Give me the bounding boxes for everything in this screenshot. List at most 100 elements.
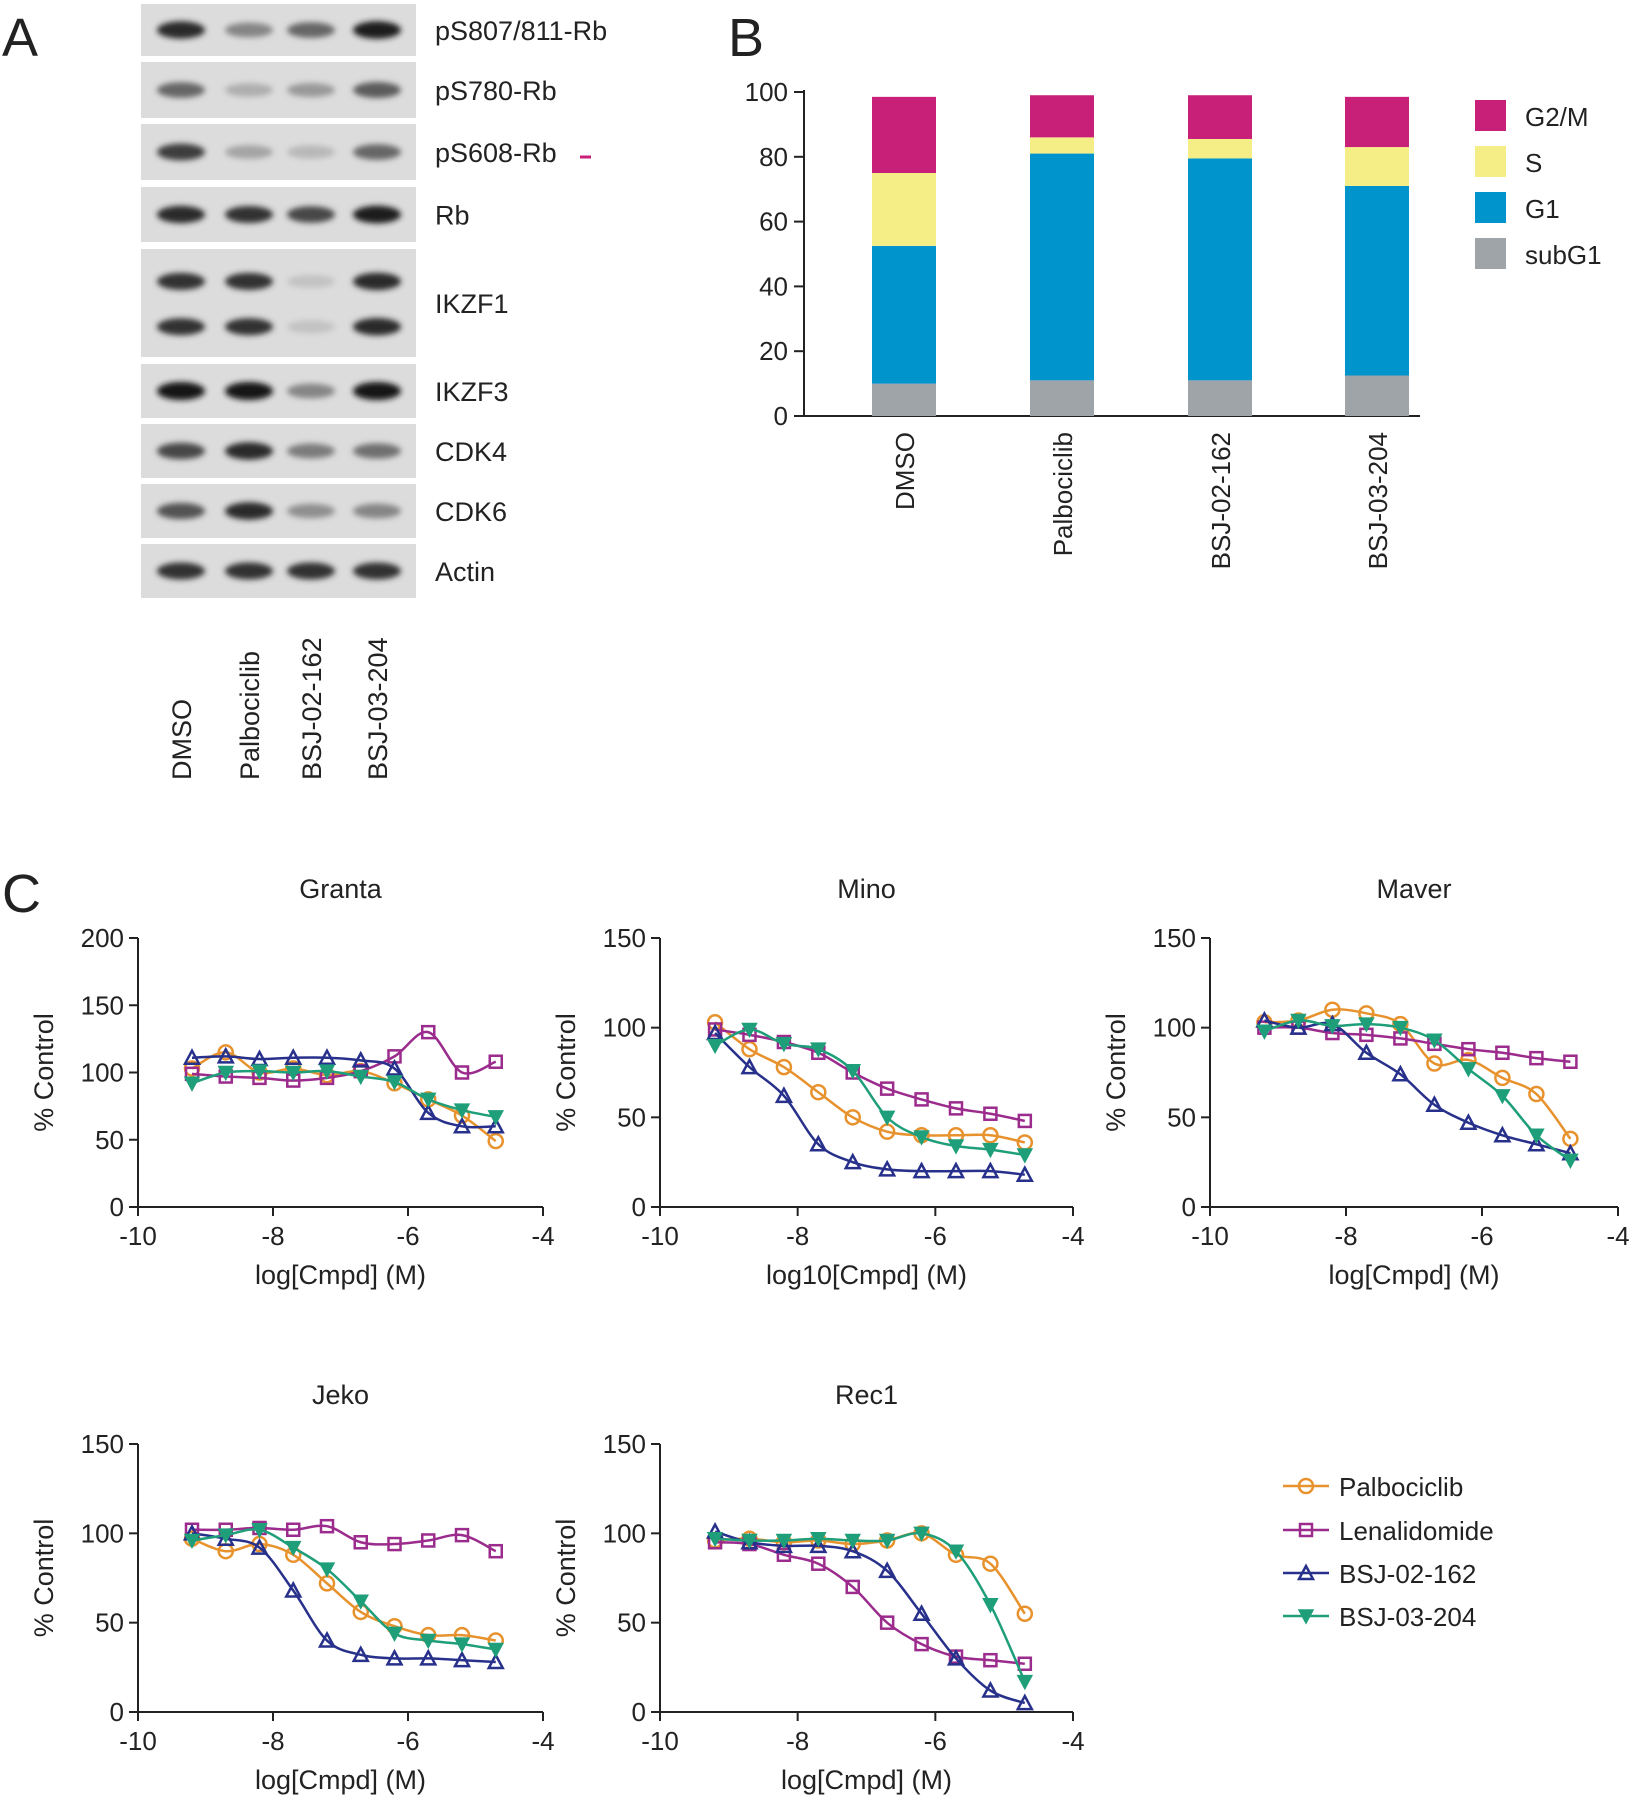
data-point-bsj-03-204 xyxy=(741,1533,758,1550)
blot-band xyxy=(287,503,335,519)
data-point-bsj-03-204 xyxy=(1016,1674,1034,1691)
b-legend-swatch xyxy=(1475,192,1506,223)
data-point-bsj-03-204 xyxy=(352,1069,370,1086)
x-tick-label: -8 xyxy=(1334,1221,1357,1251)
blot-sample-label: BSJ-02-162 xyxy=(297,637,327,780)
b-y-tick-label: 60 xyxy=(759,207,788,237)
data-point-bsj-03-204 xyxy=(706,1038,724,1055)
data-point-bsj-03-204 xyxy=(1460,1062,1477,1078)
data-point-bsj-03-204 xyxy=(913,1130,930,1146)
y-tick-label: 100 xyxy=(1153,1013,1196,1043)
data-point-bsj-02-162 xyxy=(284,1580,303,1598)
data-point-lenalidomide xyxy=(845,1579,860,1595)
x-tick-label: -6 xyxy=(396,1726,419,1756)
b-category-label: BSJ-03-204 xyxy=(1363,432,1393,569)
blot-band xyxy=(225,145,273,159)
panel-label-a: A xyxy=(2,8,38,68)
fit-curve-bsj-02-162 xyxy=(191,1055,496,1129)
bar-segment-g1 xyxy=(1345,185,1409,376)
data-point-palbociclib xyxy=(982,1555,999,1572)
x-tick-label: -4 xyxy=(531,1726,554,1756)
blot-band xyxy=(225,22,273,38)
data-point-bsj-02-162 xyxy=(216,1529,235,1546)
bar-segment-g1 xyxy=(1030,153,1094,381)
data-point-bsj-02-162 xyxy=(1391,1064,1410,1082)
data-point-bsj-02-162 xyxy=(317,1048,337,1065)
blot-band xyxy=(225,205,273,224)
data-point-bsj-03-204 xyxy=(878,1110,896,1126)
fit-curve-bsj-03-204 xyxy=(715,1531,1026,1683)
data-point-bsj-03-204 xyxy=(419,1633,437,1650)
data-point-bsj-03-204 xyxy=(1016,1148,1034,1164)
blot-band xyxy=(225,83,273,97)
fit-curve-bsj-02-162 xyxy=(191,1532,496,1664)
data-point-bsj-03-204 xyxy=(419,1092,437,1108)
data-point-bsj-03-204 xyxy=(913,1526,930,1542)
data-point-lenalidomide xyxy=(421,1024,436,1040)
b-legend-label: G2/M xyxy=(1525,102,1589,132)
data-point-bsj-02-162 xyxy=(740,1057,759,1075)
bar-segment-s xyxy=(1030,137,1094,154)
blot-sample-label: DMSO xyxy=(167,699,197,780)
blot-sample-label: Palbociclib xyxy=(235,651,265,780)
data-point-bsj-03-204 xyxy=(1494,1089,1511,1105)
fit-curve-lenalidomide xyxy=(191,1524,497,1553)
b-y-tick-label: 0 xyxy=(774,401,788,431)
data-point-bsj-02-162 xyxy=(385,1058,404,1076)
data-point-bsj-02-162 xyxy=(351,1645,370,1663)
x-tick-label: -8 xyxy=(261,1221,284,1251)
y-tick-label: 0 xyxy=(110,1192,124,1222)
b-category-label: BSJ-02-162 xyxy=(1206,432,1236,569)
data-point-bsj-02-162 xyxy=(774,1536,793,1554)
bar-segment-subg1 xyxy=(1345,375,1409,416)
legend-label: BSJ-03-204 xyxy=(1339,1602,1476,1632)
fit-curve-lenalidomide xyxy=(715,1541,1025,1666)
x-tick-label: -6 xyxy=(396,1221,419,1251)
data-point-bsj-02-162 xyxy=(878,1561,897,1579)
data-point-lenalidomide xyxy=(1529,1050,1544,1066)
fit-curve-palbociclib xyxy=(191,1537,496,1642)
y-tick-label: 100 xyxy=(603,1518,646,1548)
blot-band xyxy=(157,143,205,161)
data-point-lenalidomide xyxy=(488,1543,503,1559)
bar-segment-g2m xyxy=(1345,96,1409,148)
blot-band xyxy=(287,82,335,98)
plot-rec1: 0 50 100 150 -10 -8 -6 -4 Rec1 log[Cmpd] (M) % Con… xyxy=(551,1380,1085,1795)
data-point-bsj-02-162 xyxy=(452,1650,472,1668)
fit-curve-bsj-02-162 xyxy=(714,1530,1026,1705)
y-tick-label: 0 xyxy=(632,1697,646,1727)
data-point-bsj-02-162 xyxy=(452,1116,472,1134)
data-point-bsj-02-162 xyxy=(1527,1134,1546,1152)
y-tick-label: 50 xyxy=(95,1125,124,1155)
data-point-bsj-02-162 xyxy=(912,1604,931,1621)
bar-segment-g1 xyxy=(872,245,936,384)
b-legend-label: G1 xyxy=(1525,194,1560,224)
legend-label: Palbociclib xyxy=(1339,1472,1463,1502)
y-tick-label: 0 xyxy=(110,1697,124,1727)
blot-band xyxy=(287,443,335,459)
y-tick-label: 50 xyxy=(1167,1102,1196,1132)
data-point-palbociclib xyxy=(217,1044,234,1061)
blot-row-label: CDK4 xyxy=(435,437,507,467)
data-point-bsj-03-204 xyxy=(810,1042,827,1058)
data-point-palbociclib xyxy=(1016,1605,1034,1622)
x-tick-label: -8 xyxy=(261,1726,284,1756)
data-point-bsj-03-204 xyxy=(318,1562,336,1578)
y-axis-title: % Control xyxy=(29,1013,59,1132)
fit-curve-bsj-02-162 xyxy=(714,1032,1025,1176)
b-legend-swatch xyxy=(1475,146,1506,177)
b-category-label: DMSO xyxy=(890,432,920,510)
y-axis-title: % Control xyxy=(1101,1013,1131,1132)
dose-response-charts: 0 50 100 150 200 -10 -8 -6 -4 Granta log[Cmpd] (M)… xyxy=(29,874,1630,1795)
blot-band xyxy=(353,562,401,580)
x-tick-label: -10 xyxy=(641,1726,679,1756)
blot-band xyxy=(225,318,273,336)
blot-band xyxy=(353,503,401,519)
blot-band xyxy=(157,502,205,520)
data-point-bsj-03-204 xyxy=(982,1598,999,1614)
blot-band xyxy=(225,502,273,520)
data-point-bsj-03-204 xyxy=(1358,1017,1375,1033)
blot-row-label: Actin xyxy=(435,557,495,587)
panel-label-c: C xyxy=(2,864,41,924)
data-point-bsj-03-204 xyxy=(1528,1128,1545,1144)
